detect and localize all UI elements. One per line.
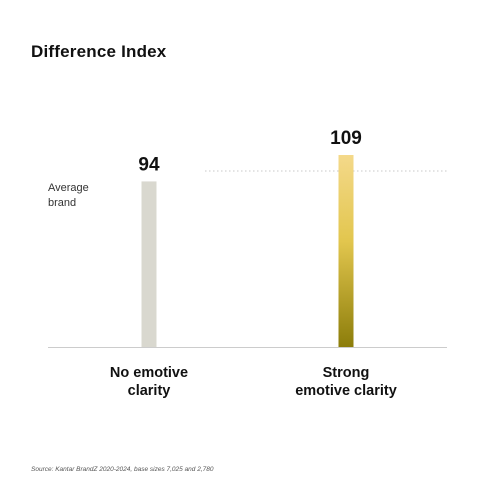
chart-title: Difference Index — [31, 42, 167, 61]
category-label-2: Strong emotive clarity — [295, 365, 397, 399]
bar-2 — [338, 155, 354, 347]
bar-1 — [141, 181, 157, 347]
value-label-1: 94 — [138, 154, 160, 175]
reference-label: Average brand — [48, 182, 89, 209]
source-note: Source: Kantar BrandZ 2020-2024, base si… — [31, 466, 214, 473]
value-label-2: 109 — [330, 128, 362, 149]
category-label-1: No emotive clarity — [110, 365, 188, 399]
